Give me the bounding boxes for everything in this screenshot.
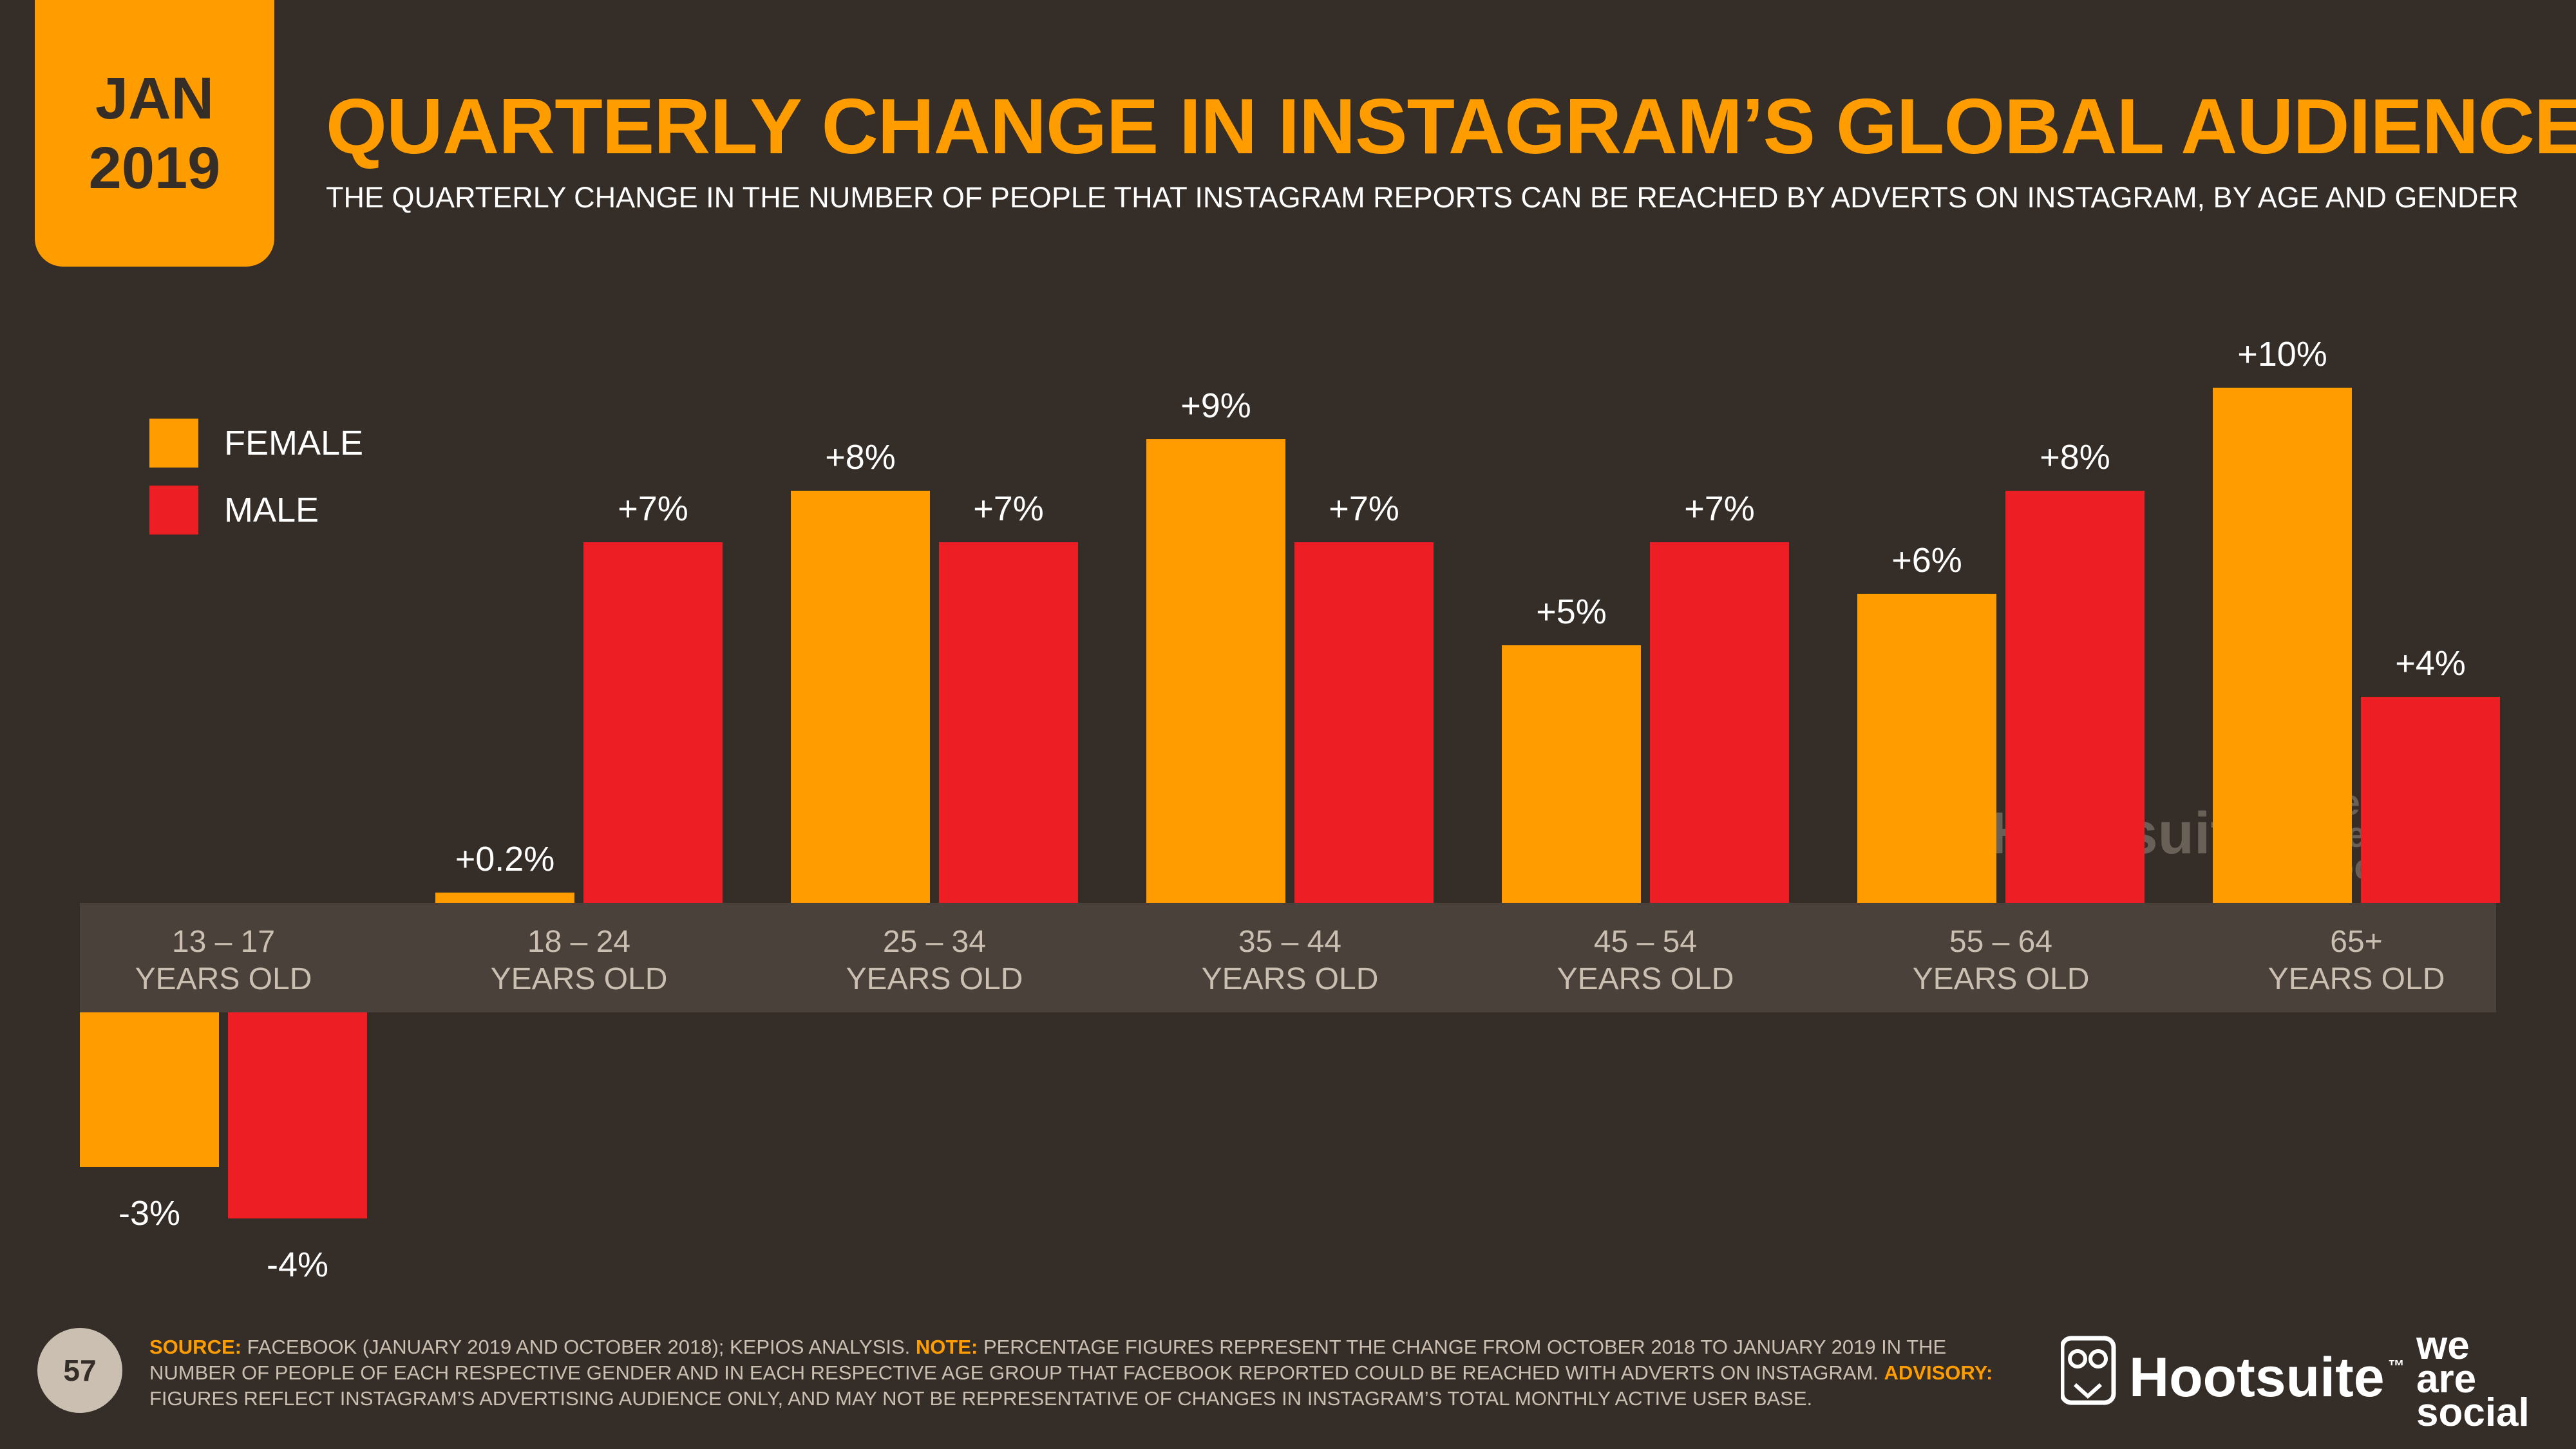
value-label-female-1: +0.2% [455, 840, 555, 878]
value-label-female-4: +5% [1536, 592, 1607, 631]
value-label-male-6: +4% [2395, 644, 2466, 683]
category-label-0-line-1: YEARS OLD [135, 962, 312, 996]
value-label-male-1: +7% [618, 489, 688, 528]
bar-female-6 [2213, 388, 2352, 903]
bar-female-0 [80, 1012, 219, 1167]
bar-male-4 [1650, 542, 1789, 903]
value-label-female-3: +9% [1180, 386, 1251, 425]
hootsuite-we-are-social-logo: Hootsuite ™ we are social [2061, 1323, 2530, 1430]
advisory-label: ADVISORY: [1884, 1361, 1993, 1384]
date-badge: JAN 2019 [35, 0, 274, 267]
category-label-3-line-1: YEARS OLD [1202, 962, 1379, 996]
logo-are: are [2416, 1357, 2476, 1401]
legend-swatch-male [149, 486, 198, 535]
category-label-2-line-1: YEARS OLD [846, 962, 1023, 996]
page-number: 57 [37, 1328, 122, 1413]
category-label-2-line-0: 25 – 34 [883, 925, 986, 959]
legend-swatch-female [149, 419, 198, 468]
logo-social: social [2416, 1390, 2530, 1430]
value-label-male-5: +8% [2040, 438, 2110, 477]
bar-male-0 [228, 1012, 367, 1218]
category-label-0-line-0: 13 – 17 [172, 925, 275, 959]
source-label: SOURCE: [149, 1336, 242, 1358]
badge-month: JAN [95, 66, 214, 131]
footer-source-note: SOURCE: FACEBOOK (JANUARY 2019 AND OCTOB… [149, 1334, 2017, 1412]
logo-we: we [2416, 1323, 2470, 1368]
category-label-1-line-0: 18 – 24 [527, 925, 630, 959]
note-text: PERCENTAGE FIGURES REPRESENT THE CHANGE … [149, 1336, 1947, 1384]
category-label-6-line-1: YEARS OLD [2268, 962, 2445, 996]
page-subtitle: THE QUARTERLY CHANGE IN THE NUMBER OF PE… [326, 181, 2519, 214]
bar-male-1 [583, 542, 723, 903]
category-band [80, 903, 2496, 1012]
category-label-1-line-1: YEARS OLD [491, 962, 668, 996]
value-label-male-2: +7% [973, 489, 1044, 528]
bar-female-5 [1857, 594, 1996, 903]
value-label-male-3: +7% [1329, 489, 1399, 528]
logo-hootsuite: Hootsuite [2129, 1347, 2385, 1408]
legend-item-male: MALE [149, 477, 363, 544]
note-label: NOTE: [915, 1336, 978, 1358]
category-label-3-line-0: 35 – 44 [1238, 925, 1341, 959]
bar-male-6 [2361, 697, 2500, 903]
category-label-4-line-1: YEARS OLD [1557, 962, 1734, 996]
value-label-male-0: -4% [267, 1245, 328, 1284]
bar-female-4 [1502, 645, 1641, 903]
value-label-female-6: +10% [2237, 335, 2327, 374]
category-label-5-line-0: 55 – 64 [1949, 925, 2052, 959]
bar-female-2 [791, 491, 930, 903]
chart-legend: FEMALE MALE [149, 410, 363, 544]
value-label-female-5: +6% [1891, 541, 1962, 580]
category-label-6-line-0: 65+ [2330, 925, 2382, 959]
source-text: FACEBOOK (JANUARY 2019 AND OCTOBER 2018)… [241, 1336, 916, 1358]
advisory-text: FIGURES REFLECT INSTAGRAM’S ADVERTISING … [149, 1387, 1813, 1410]
category-label-5-line-1: YEARS OLD [1913, 962, 2090, 996]
bar-male-5 [2005, 491, 2145, 903]
value-label-female-0: -3% [118, 1194, 180, 1233]
value-label-female-2: +8% [825, 438, 896, 477]
bar-female-1 [435, 893, 574, 903]
page-title: QUARTERLY CHANGE IN INSTAGRAM’S GLOBAL A… [326, 82, 2576, 170]
bar-male-3 [1294, 542, 1434, 903]
legend-item-female: FEMALE [149, 410, 363, 477]
legend-label-female: FEMALE [224, 424, 364, 462]
value-label-male-4: +7% [1684, 489, 1755, 528]
logo-tm: ™ [2388, 1356, 2405, 1376]
bar-male-2 [939, 542, 1078, 903]
category-label-4-line-0: 45 – 54 [1594, 925, 1697, 959]
badge-year: 2019 [88, 135, 221, 201]
bar-female-3 [1146, 439, 1285, 903]
legend-label-male: MALE [224, 491, 319, 529]
